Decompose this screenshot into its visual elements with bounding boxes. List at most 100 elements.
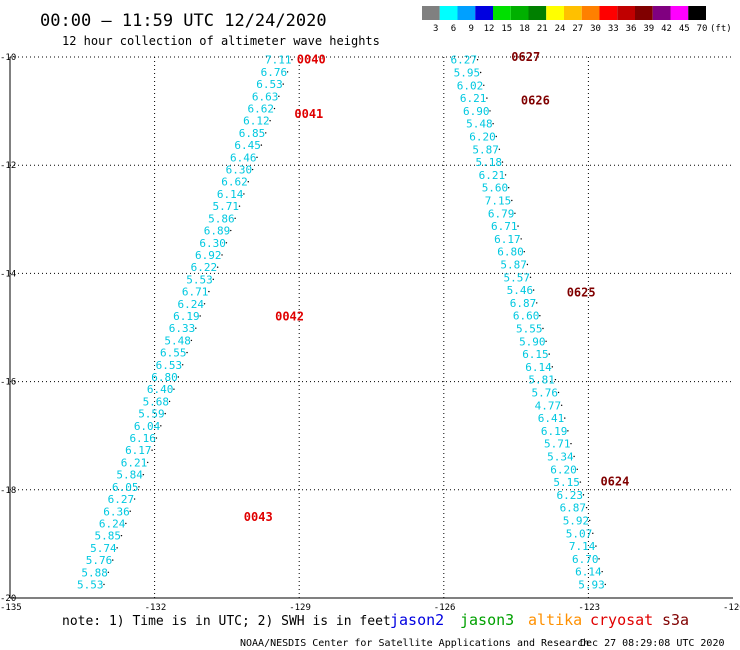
track-point bbox=[234, 217, 236, 220]
legend-bin-label: 24 bbox=[555, 24, 566, 34]
track-point bbox=[486, 97, 488, 99]
track-point bbox=[286, 71, 289, 73]
track-point bbox=[133, 498, 136, 500]
wave-height-label: 5.15 bbox=[553, 476, 580, 489]
legend-swatch bbox=[564, 6, 582, 20]
wave-height-label: 6.45 bbox=[234, 139, 260, 152]
track-point bbox=[582, 494, 585, 496]
track-point bbox=[103, 583, 105, 586]
wave-height-label: 5.87 bbox=[472, 143, 499, 156]
wave-height-label: 6.92 bbox=[195, 249, 222, 262]
pass-number-label: 0042 bbox=[275, 310, 304, 324]
track-point bbox=[592, 532, 594, 534]
wave-height-label: 6.70 bbox=[572, 553, 599, 566]
wave-height-label: 5.85 bbox=[94, 530, 121, 543]
wave-height-label: 6.53 bbox=[256, 78, 283, 91]
legend-swatch bbox=[439, 6, 458, 20]
legend-swatch bbox=[670, 6, 689, 20]
legend-swatch bbox=[688, 6, 706, 20]
track-point bbox=[489, 110, 491, 112]
wave-height-label: 5.90 bbox=[519, 335, 546, 348]
legend-bin-label: 33 bbox=[608, 24, 619, 34]
wave-height-label: 5.84 bbox=[116, 469, 143, 482]
track-point bbox=[604, 583, 606, 586]
legend-swatch bbox=[475, 6, 493, 20]
track-point bbox=[551, 366, 554, 368]
track-point bbox=[221, 254, 223, 256]
wave-height-label: 5.76 bbox=[532, 386, 559, 399]
latitude-tick-label: -12 bbox=[0, 161, 16, 171]
pass-labels: 0040 0041 0042 0043 0627 0626 0625 0624 bbox=[244, 50, 630, 524]
legend-bin-label: 9 bbox=[469, 24, 474, 34]
wave-height-label: 5.53 bbox=[186, 273, 213, 286]
latitude-tick-label: -20 bbox=[0, 594, 16, 604]
track-point bbox=[514, 212, 516, 214]
wave-height-label: 5.53 bbox=[77, 578, 104, 591]
track-point bbox=[243, 193, 245, 195]
track-point bbox=[116, 547, 118, 549]
track-point bbox=[147, 461, 149, 464]
track-point bbox=[151, 449, 153, 451]
color-legend: (ft) 3 6 9 12 15 18 21 24 27 30 33 36 39 42 45 70 bbox=[422, 6, 732, 34]
wave-height-label: 6.22 bbox=[191, 261, 218, 274]
legend-bin-label: 27 bbox=[572, 24, 583, 34]
longitude-tick-label: -123 bbox=[578, 603, 600, 613]
satellite-name: jason3 bbox=[460, 611, 514, 629]
wave-height-label: 6.41 bbox=[538, 412, 565, 425]
wave-height-label: 6.19 bbox=[541, 425, 568, 438]
wave-height-label: 5.46 bbox=[507, 284, 534, 297]
wave-height-label: 6.14 bbox=[575, 566, 602, 579]
track-point bbox=[579, 481, 582, 483]
wave-height-label: 5.74 bbox=[90, 542, 117, 555]
legend-bin-label: 70 bbox=[697, 24, 708, 34]
track-point bbox=[567, 430, 569, 432]
wave-height-label: 6.23 bbox=[556, 489, 583, 502]
wave-height-label: 6.53 bbox=[156, 359, 183, 372]
track-point bbox=[545, 340, 547, 342]
longitude-tick-label: -126 bbox=[434, 603, 456, 613]
longitude-tick-label: -135 bbox=[0, 603, 22, 613]
wave-height-label: 6.85 bbox=[239, 127, 266, 140]
legend-bin-label: 3 bbox=[433, 24, 438, 34]
wave-height-label: 5.48 bbox=[466, 118, 493, 131]
track-point bbox=[112, 559, 114, 561]
wave-height-label: 6.17 bbox=[125, 444, 152, 457]
wave-height-label: 5.57 bbox=[504, 271, 531, 284]
track-point bbox=[120, 534, 123, 537]
track-point bbox=[230, 229, 232, 232]
wave-height-label: 7.15 bbox=[485, 194, 512, 207]
longitude-tick-label: -129 bbox=[289, 603, 311, 613]
legend-bin-label: 39 bbox=[643, 24, 654, 34]
track-point bbox=[195, 327, 197, 329]
legend-swatch bbox=[599, 6, 618, 20]
track-point bbox=[173, 388, 175, 390]
track-point bbox=[529, 276, 532, 278]
track-point bbox=[548, 353, 550, 355]
wave-height-label: 5.95 bbox=[454, 67, 481, 80]
track-point bbox=[212, 278, 214, 281]
wave-height-label: 5.88 bbox=[81, 566, 108, 579]
wave-height-label: 7.14 bbox=[569, 540, 596, 553]
wave-height-label: 5.86 bbox=[208, 212, 235, 225]
wave-height-label: 6.89 bbox=[204, 225, 231, 238]
track-point bbox=[483, 84, 485, 87]
wave-height-label: 6.02 bbox=[457, 79, 484, 92]
track-point bbox=[536, 302, 538, 304]
track-point bbox=[203, 303, 206, 305]
track-point bbox=[199, 315, 201, 317]
track-point bbox=[177, 376, 180, 378]
latitude-tick-label: -14 bbox=[0, 269, 16, 279]
track-point bbox=[125, 522, 127, 525]
wave-height-label: 6.27 bbox=[108, 493, 135, 506]
wave-height-label: 6.15 bbox=[522, 348, 549, 361]
track-point bbox=[601, 570, 603, 573]
track-point bbox=[585, 506, 588, 509]
map-subtitle: 12 hour collection of altimeter wave hei… bbox=[62, 34, 380, 48]
track-point bbox=[492, 123, 494, 125]
legend-unit: (ft) bbox=[710, 24, 732, 34]
wave-height-label: 6.87 bbox=[560, 502, 587, 515]
track-point bbox=[251, 168, 254, 171]
legend-swatch bbox=[617, 6, 635, 20]
wave-height-label: 6.46 bbox=[230, 151, 257, 164]
track-point bbox=[501, 161, 504, 163]
